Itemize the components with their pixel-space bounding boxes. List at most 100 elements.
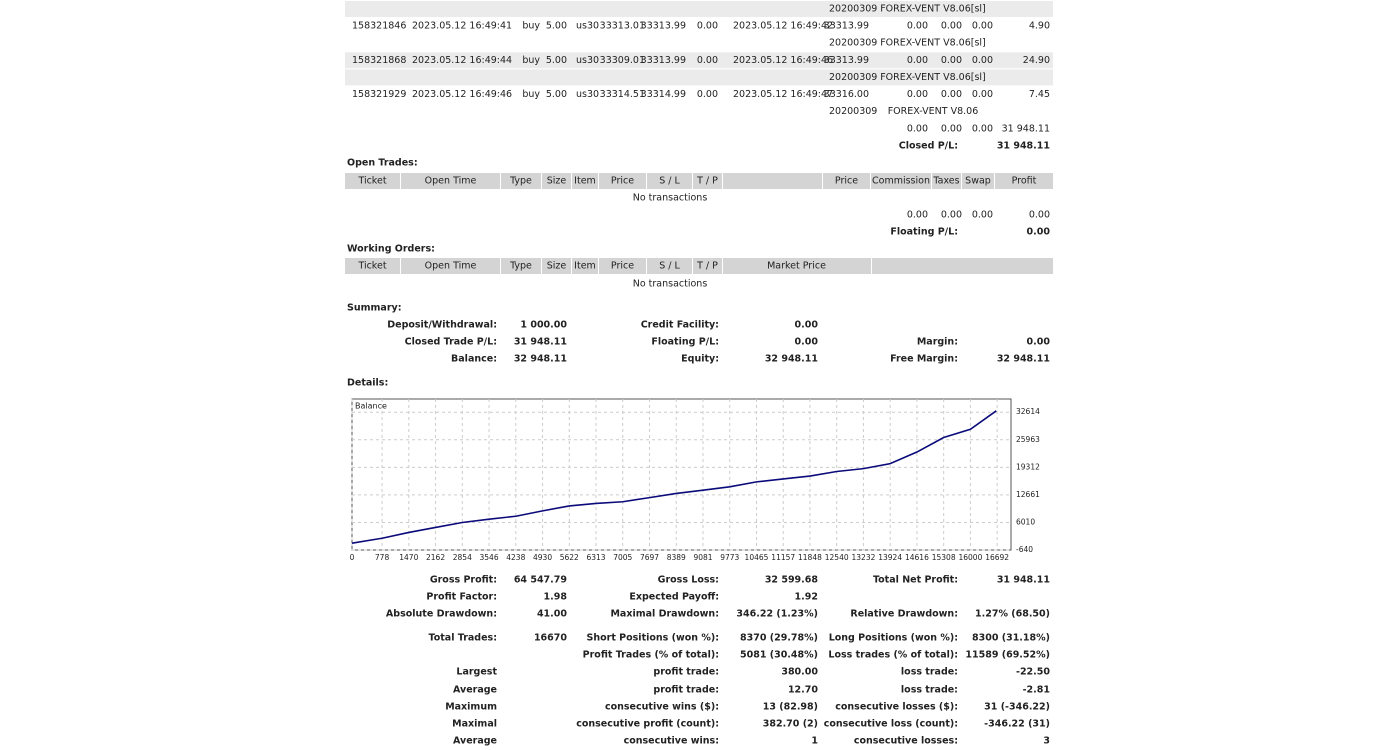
cell: 2023.05.12 16:49:42 (733, 21, 833, 32)
comment: FOREX-VENT V8.06[sl] (880, 38, 986, 49)
magic: 20200309 (829, 38, 877, 49)
summary-cell: Balance: (451, 354, 497, 365)
comment: FOREX-VENT V8.06[sl] (880, 72, 986, 83)
cell: 0.00 (697, 21, 718, 32)
section-title: Summary: (347, 303, 402, 314)
column-header: Ticket (357, 176, 386, 187)
cell: 0.00 (907, 55, 928, 66)
total: 0.00 (941, 124, 962, 135)
cell: buy (522, 21, 540, 32)
stat-cell: Gross Profit: (430, 575, 497, 586)
pl-value: 0.00 (1027, 227, 1051, 238)
empty-note: No transactions (633, 279, 708, 290)
stat-cell: profit trade: (653, 685, 719, 696)
x-tick-label: 16692 (985, 553, 1009, 562)
x-tick-label: 2162 (426, 553, 445, 562)
magic: 20200309 (829, 72, 877, 83)
column-header: Item (574, 261, 596, 272)
x-tick-label: 1470 (399, 553, 418, 562)
x-tick-label: 7005 (613, 553, 632, 562)
summary-cell: 32 948.11 (514, 354, 567, 365)
header-bar (345, 173, 1053, 189)
header-bar (345, 258, 1053, 274)
stat-cell: Short Positions (won %): (587, 633, 720, 644)
x-tick-label: 0 (350, 553, 355, 562)
column-header: Commission (872, 176, 930, 187)
x-tick-label: 11157 (771, 553, 795, 562)
column-header: Swap (965, 176, 991, 187)
summary-cell: Equity: (681, 354, 719, 365)
summary-cell: Floating P/L: (651, 337, 719, 348)
cell: 7.45 (1029, 89, 1050, 100)
summary-cell: Credit Facility: (641, 320, 719, 331)
stat-cell: 1 (811, 736, 818, 747)
stat-cell: Relative Drawdown: (850, 609, 958, 620)
row-shade (345, 1, 1053, 17)
column-header: Size (547, 261, 567, 272)
stat-cell: consecutive losses: (854, 736, 958, 747)
total: 0.00 (1029, 210, 1050, 221)
summary-cell: Free Margin: (890, 354, 958, 365)
cell: 2023.05.12 16:49:47 (733, 89, 833, 100)
column-header: Profit (1012, 176, 1037, 187)
cell: 33313.01 (600, 21, 645, 32)
cell: us30 (576, 21, 599, 32)
cell: 2023.05.12 16:49:41 (412, 21, 512, 32)
summary-cell: 31 948.11 (514, 337, 567, 348)
column-header: Market Price (767, 261, 826, 272)
chart-label: Balance (355, 402, 387, 411)
plot-area (351, 398, 1012, 551)
stat-cell: Profit Factor: (426, 592, 497, 603)
stat-cell: Profit Trades (% of total): (583, 650, 719, 661)
column-header: Type (509, 261, 532, 272)
cell: 158321868 (352, 55, 406, 66)
stat-cell: 41.00 (537, 609, 567, 620)
summary-cell: Margin: (917, 337, 958, 348)
summary-cell: 32 948.11 (997, 354, 1050, 365)
cell: 0.00 (941, 55, 962, 66)
cell: 4.90 (1029, 21, 1050, 32)
stat-cell: consecutive profit (count): (576, 719, 719, 730)
cell: 2023.05.12 16:49:46 (733, 55, 833, 66)
comment: FOREX-VENT V8.06 (888, 106, 979, 117)
stat-cell: Average (453, 736, 497, 747)
stat-cell: -2.81 (1023, 685, 1050, 696)
stat-cell: 12.70 (788, 685, 818, 696)
cell: 2023.05.12 16:49:46 (412, 89, 512, 100)
total: 31 948.11 (1002, 124, 1050, 135)
stat-cell: loss trade: (901, 685, 958, 696)
cell: 33314.51 (600, 89, 645, 100)
cell: 158321846 (352, 21, 406, 32)
cell: 0.00 (941, 21, 962, 32)
stat-cell: 31 948.11 (997, 575, 1050, 586)
row-shade (345, 52, 1053, 69)
total: 0.00 (907, 124, 928, 135)
summary-cell: Deposit/Withdrawal: (387, 320, 497, 331)
cell: 33313.99 (824, 55, 869, 66)
stat-cell: Maximal (452, 719, 497, 730)
column-header: Taxes (932, 176, 959, 187)
stat-cell: consecutive losses ($): (835, 702, 958, 713)
column-header: T / P (696, 176, 718, 187)
column-header: Size (547, 176, 567, 187)
pl-label: Floating P/L: (890, 227, 958, 238)
cell: 0.00 (907, 21, 928, 32)
column-header: Price (611, 261, 634, 272)
stat-cell: 1.98 (544, 592, 568, 603)
total: 0.00 (972, 124, 993, 135)
y-tick-label: -640 (1016, 545, 1033, 554)
column-header: Price (835, 176, 858, 187)
pl-label: Closed P/L: (899, 141, 958, 152)
x-tick-label: 9773 (720, 553, 739, 562)
cell: 24.90 (1023, 55, 1050, 66)
y-tick-label: 12661 (1016, 490, 1040, 499)
stat-cell: Gross Loss: (658, 575, 719, 586)
stat-cell: 382.70 (2) (763, 719, 818, 730)
stat-cell: 11589 (69.52%) (965, 650, 1050, 661)
cell: 0.00 (941, 89, 962, 100)
column-header: S / L (659, 261, 680, 272)
x-tick-label: 13924 (878, 553, 902, 562)
total: 0.00 (941, 210, 962, 221)
y-tick-label: 19312 (1016, 462, 1040, 471)
